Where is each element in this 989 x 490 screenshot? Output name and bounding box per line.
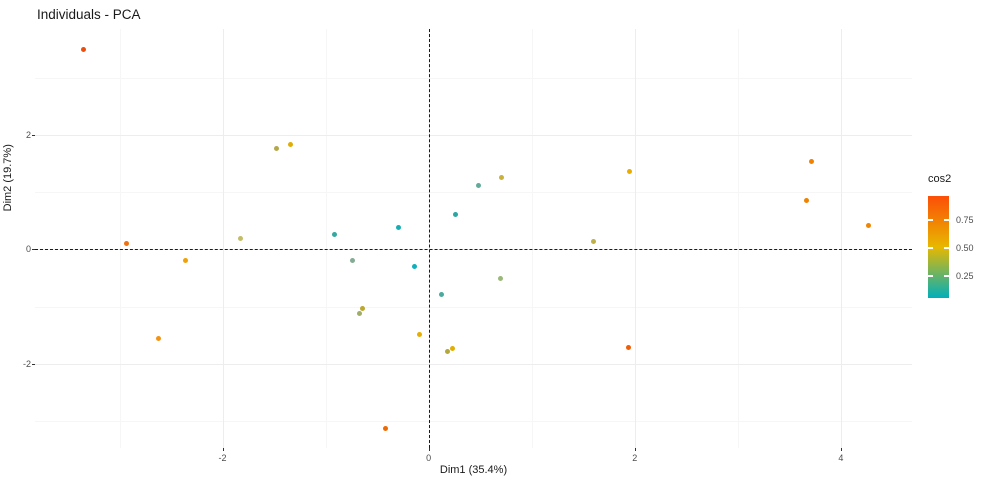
legend-title: cos2 <box>928 173 952 185</box>
x-tick-label: 4 <box>838 453 844 463</box>
y-tick-label: 2 <box>25 129 31 140</box>
data-point <box>804 197 810 203</box>
x-axis-tick <box>634 448 636 451</box>
plot-title: Individuals - PCA <box>37 7 141 22</box>
data-point <box>626 345 632 351</box>
gridline-minor-vertical <box>325 29 327 448</box>
data-point <box>591 238 597 244</box>
data-point <box>499 175 505 181</box>
gridline-major-horizontal <box>35 134 912 136</box>
data-point <box>182 258 188 264</box>
gridline-minor-horizontal <box>35 421 912 423</box>
data-point <box>349 258 355 264</box>
data-point <box>124 241 130 247</box>
legend-tick-label: 0.25 <box>956 270 974 281</box>
gridline-major-vertical <box>222 29 224 448</box>
data-point <box>444 348 450 354</box>
legend-tick-mark <box>928 246 933 249</box>
gridline-minor-horizontal <box>35 192 912 194</box>
x-axis-tick <box>840 448 842 451</box>
gridline-minor-horizontal <box>35 306 912 308</box>
gridline-major-horizontal <box>35 363 912 365</box>
data-point <box>357 310 363 316</box>
data-point <box>475 182 481 188</box>
legend-tick-label: 0.75 <box>956 214 974 225</box>
data-point <box>438 292 444 298</box>
gridline-major-vertical <box>840 29 842 448</box>
gridline-major-vertical <box>634 29 636 448</box>
data-point <box>449 346 455 352</box>
data-point <box>452 211 458 217</box>
data-point <box>808 159 814 165</box>
data-point <box>288 142 294 148</box>
data-point <box>411 264 417 270</box>
zero-reference-line-horizontal <box>35 249 912 251</box>
data-point <box>332 231 338 237</box>
x-axis-tick <box>428 448 430 451</box>
plot-panel <box>35 29 912 448</box>
data-point <box>498 276 504 282</box>
y-axis-tick <box>32 363 35 365</box>
gridline-minor-vertical <box>531 29 533 448</box>
y-axis-tick <box>32 134 35 136</box>
legend-tick-label: 0.50 <box>956 242 974 253</box>
x-tick-label: -2 <box>218 453 227 463</box>
data-point <box>396 224 402 230</box>
data-point <box>80 46 86 52</box>
data-point <box>866 222 872 228</box>
legend-tick-mark <box>944 246 949 249</box>
x-axis-tick <box>222 448 224 451</box>
y-axis-title: Dim2 (19.7%) <box>2 143 14 211</box>
legend-tick-mark <box>944 274 949 277</box>
y-tick-label: -2 <box>22 358 31 369</box>
data-point <box>156 336 162 342</box>
zero-reference-line-vertical <box>428 29 430 448</box>
x-tick-label: 0 <box>426 453 432 463</box>
data-point <box>273 145 279 151</box>
y-tick-label: 0 <box>25 244 31 255</box>
data-point <box>237 236 243 241</box>
data-point <box>382 426 388 432</box>
data-point <box>360 305 366 311</box>
x-axis-title: Dim1 (35.4%) <box>439 464 508 476</box>
gridline-minor-vertical <box>737 29 739 448</box>
legend-tick-mark <box>928 218 933 221</box>
gridline-minor-horizontal <box>35 77 912 79</box>
data-point <box>416 331 422 337</box>
y-axis-tick <box>32 249 35 251</box>
gridline-minor-vertical <box>119 29 121 448</box>
legend-tick-mark <box>928 274 933 277</box>
x-tick-label: 2 <box>632 453 638 463</box>
data-point <box>627 169 633 175</box>
legend-tick-mark <box>944 218 949 221</box>
legend-colorbar <box>928 196 949 298</box>
